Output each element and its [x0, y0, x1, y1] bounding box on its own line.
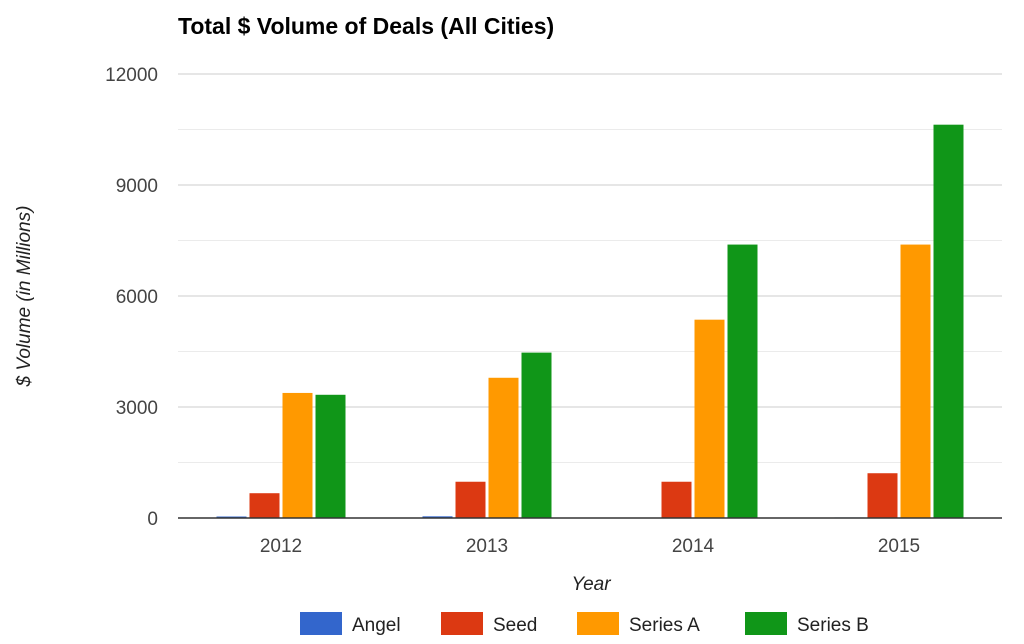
legend-label: Series B: [797, 615, 869, 636]
bar-series-b-2015: [933, 124, 964, 518]
legend-swatch-angel: [300, 612, 342, 635]
bar-seed-2014: [661, 481, 692, 518]
y-tick-label: 0: [147, 509, 158, 530]
x-tick-label: 2015: [878, 536, 920, 557]
y-axis-title: $ Volume (in Millions): [14, 206, 35, 388]
y-tick-label: 6000: [116, 287, 158, 308]
legend-label: Seed: [493, 615, 537, 636]
legend-label: Angel: [352, 615, 401, 636]
bar-seed-2012: [249, 493, 280, 518]
x-tick-label: 2014: [672, 536, 715, 557]
bar-seed-2013: [455, 481, 486, 518]
x-tick-label: 2013: [466, 536, 508, 557]
bar-series-a-2014: [694, 319, 725, 518]
y-tick-label: 9000: [116, 176, 158, 197]
legend-swatch-series-a: [577, 612, 619, 635]
bar-series-a-2015: [900, 244, 931, 518]
legend-swatch-seed: [441, 612, 483, 635]
bar-series-b-2012: [315, 394, 346, 518]
legend: Angel Seed Series A Series B: [300, 612, 869, 636]
bars: [178, 124, 1002, 519]
x-tick-label: 2012: [260, 536, 302, 557]
chart-title: Total $ Volume of Deals (All Cities): [178, 13, 554, 39]
gridlines: [178, 73, 1002, 463]
y-tick-label: 12000: [105, 65, 158, 86]
bar-series-a-2012: [282, 392, 313, 518]
x-axis-ticks: 2012 2013 2014 2015: [260, 536, 920, 557]
y-tick-label: 3000: [116, 398, 158, 419]
bar-angel-2013: [422, 516, 453, 518]
bar-series-b-2013: [521, 352, 552, 518]
x-axis-title: Year: [571, 574, 611, 595]
y-axis-ticks: 0 3000 6000 9000 12000: [105, 65, 158, 530]
bar-series-b-2014: [727, 244, 758, 518]
legend-swatch-series-b: [745, 612, 787, 635]
bar-seed-2015: [867, 473, 898, 518]
legend-label: Series A: [629, 615, 700, 636]
bar-series-a-2013: [488, 377, 519, 518]
